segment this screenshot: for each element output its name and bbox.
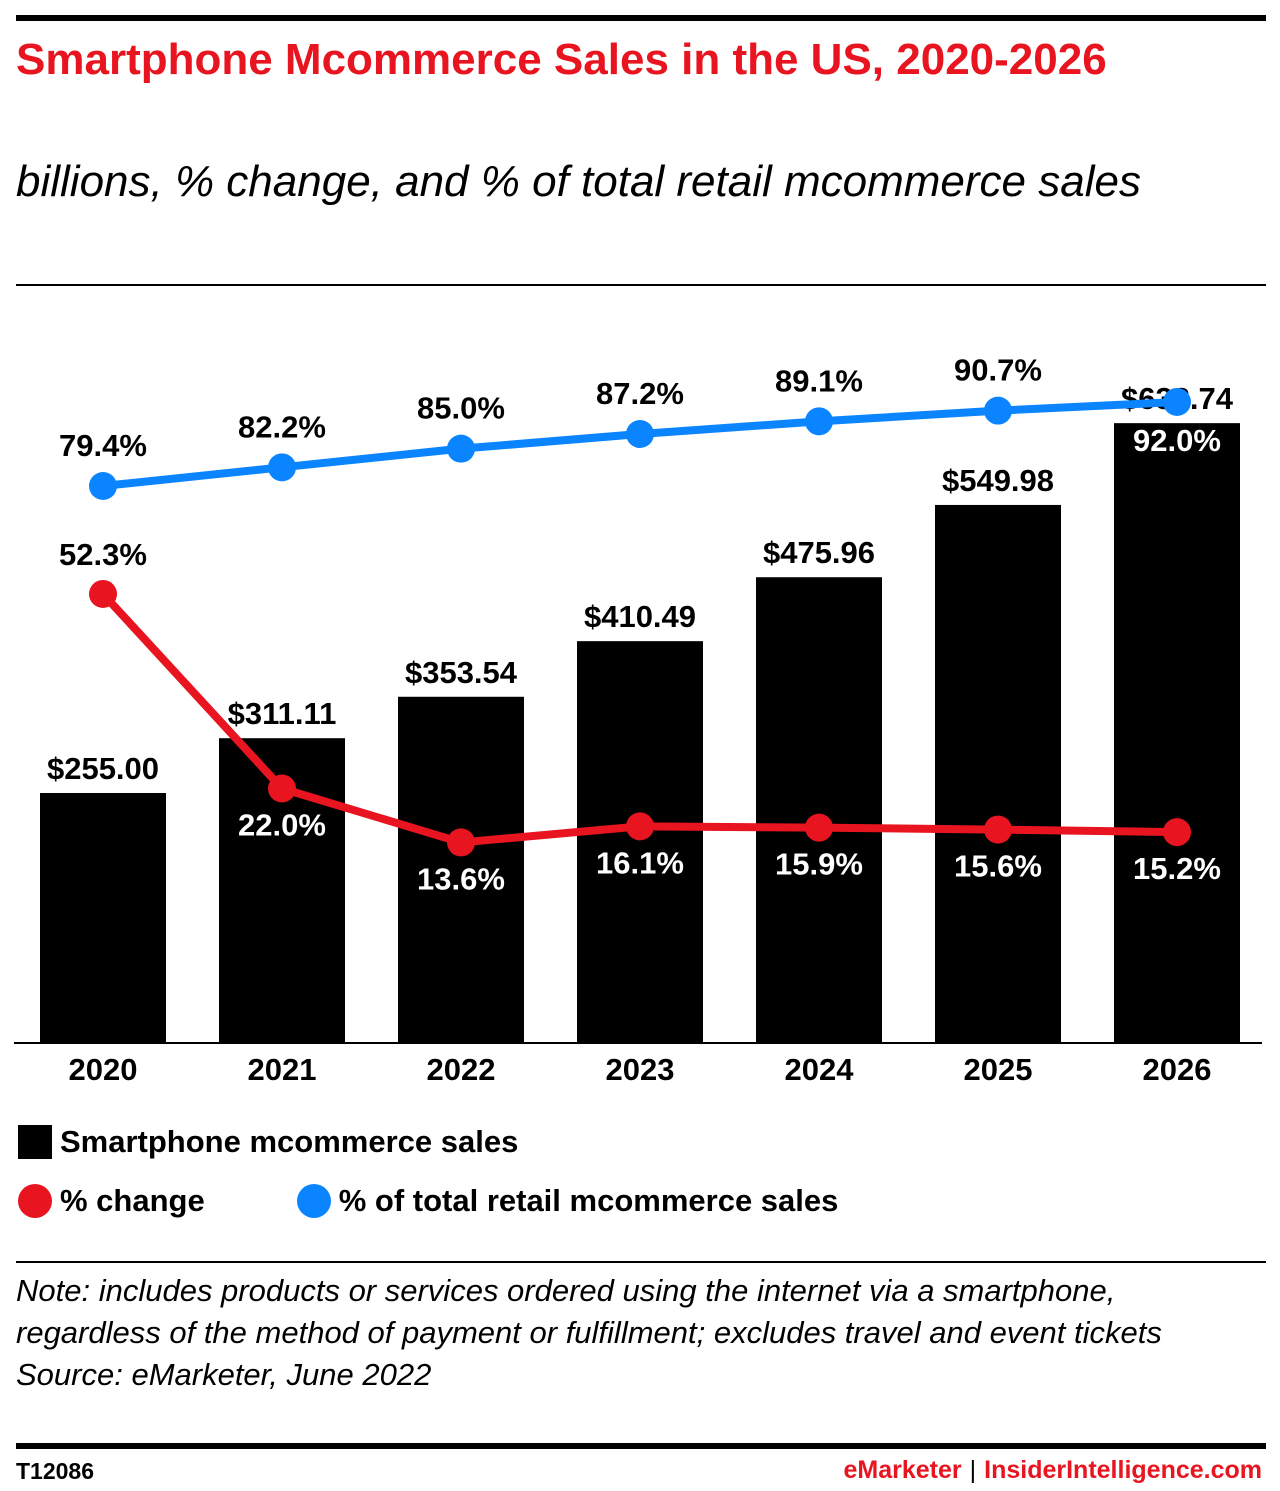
brand-emarketer: eMarketer	[843, 1456, 962, 1484]
chart-title: Smartphone Mcommerce Sales in the US, 20…	[16, 35, 1107, 84]
legend-row-bars: Smartphone mcommerce sales	[18, 1122, 610, 1162]
x-tick-2021: 2021	[248, 1052, 317, 1087]
footer-brand: eMarketer | InsiderIntelligence.com	[844, 1456, 1263, 1485]
top-rule	[16, 15, 1266, 21]
bar-2023	[577, 641, 703, 1042]
legend-label-share: % of total retail mcommerce sales	[338, 1183, 839, 1218]
point-share-2023	[626, 419, 654, 448]
x-tick-2020: 2020	[69, 1052, 138, 1087]
chart-note: Note: includes products or services orde…	[16, 1270, 1266, 1396]
label-share-2020: 79.4%	[59, 428, 147, 463]
label-change-2020: 52.3%	[59, 537, 147, 572]
bar-label-2022: $353.54	[405, 655, 518, 690]
bar-label-2021: $311.11	[228, 696, 337, 731]
label-share-2023: 87.2%	[596, 376, 684, 411]
source-text: Source: eMarketer, June 2022	[16, 1357, 432, 1392]
point-change-2020	[89, 579, 117, 608]
legend-item-change: % change	[18, 1183, 205, 1219]
point-share-2021	[268, 453, 296, 482]
x-tick-2026: 2026	[1143, 1052, 1212, 1087]
point-share-2026	[1163, 387, 1191, 416]
label-change-2023: 16.1%	[596, 845, 684, 880]
bar-2025	[935, 504, 1061, 1042]
combo-chart: $255.00 $311.11 $353.54 $410.49 $475.96 $549.…	[14, 353, 1262, 1087]
legend-swatch-share	[296, 1184, 331, 1218]
legend-item-sales: Smartphone mcommerce sales	[18, 1124, 518, 1160]
label-share-2026: 92.0%	[1133, 423, 1221, 458]
point-change-2026	[1163, 818, 1191, 847]
label-change-2021: 22.0%	[238, 808, 326, 843]
legend-label-sales: Smartphone mcommerce sales	[60, 1124, 519, 1159]
brand-separator: |	[969, 1456, 977, 1484]
chart-id: T12086	[16, 1458, 95, 1484]
x-tick-2024: 2024	[785, 1052, 855, 1087]
header-rule	[16, 284, 1266, 286]
label-change-2025: 15.6%	[954, 849, 1042, 884]
legend-swatch-sales	[18, 1125, 52, 1159]
label-share-2021: 82.2%	[238, 409, 326, 444]
bar-label-2020: $255.00	[47, 751, 159, 786]
point-change-2024	[805, 813, 833, 842]
legend-item-share: % of total retail mcommerce sales	[296, 1183, 839, 1219]
bar-label-2025: $549.98	[942, 463, 1054, 498]
label-change-2022: 13.6%	[417, 861, 505, 896]
x-tick-2022: 2022	[427, 1052, 496, 1087]
legend-label-change: % change	[60, 1183, 205, 1218]
point-change-2025	[984, 815, 1012, 844]
x-tick-2025: 2025	[964, 1052, 1033, 1087]
point-share-2025	[984, 396, 1012, 425]
label-share-2022: 85.0%	[417, 391, 505, 426]
point-share-2024	[805, 407, 833, 436]
brand-insider: InsiderIntelligence.com	[984, 1456, 1262, 1484]
label-share-2024: 89.1%	[775, 363, 863, 398]
label-change-2026: 15.2%	[1133, 851, 1221, 886]
point-share-2020	[89, 472, 117, 500]
point-change-2022	[447, 828, 475, 857]
point-change-2023	[626, 812, 654, 841]
note-rule	[16, 1261, 1266, 1263]
footer-rule	[16, 1443, 1266, 1449]
bar-2022	[398, 696, 524, 1042]
bar-label-2023: $410.49	[584, 599, 696, 634]
point-change-2021	[268, 774, 296, 803]
x-tick-2023: 2023	[606, 1052, 675, 1087]
bar-2026	[1114, 423, 1240, 1042]
label-change-2024: 15.9%	[775, 847, 863, 882]
point-share-2022	[447, 434, 475, 463]
label-share-2025: 90.7%	[954, 353, 1042, 388]
bar-label-2024: $475.96	[763, 535, 875, 570]
bar-2020	[40, 792, 166, 1042]
legend-swatch-change	[18, 1184, 52, 1218]
legend-row-lines: % change % of total retail mcommerce sal…	[18, 1181, 930, 1221]
note-text: Note: includes products or services orde…	[16, 1273, 1162, 1350]
chart-subtitle: billions, % change, and % of total retai…	[16, 157, 1141, 206]
bar-2024	[756, 577, 882, 1042]
